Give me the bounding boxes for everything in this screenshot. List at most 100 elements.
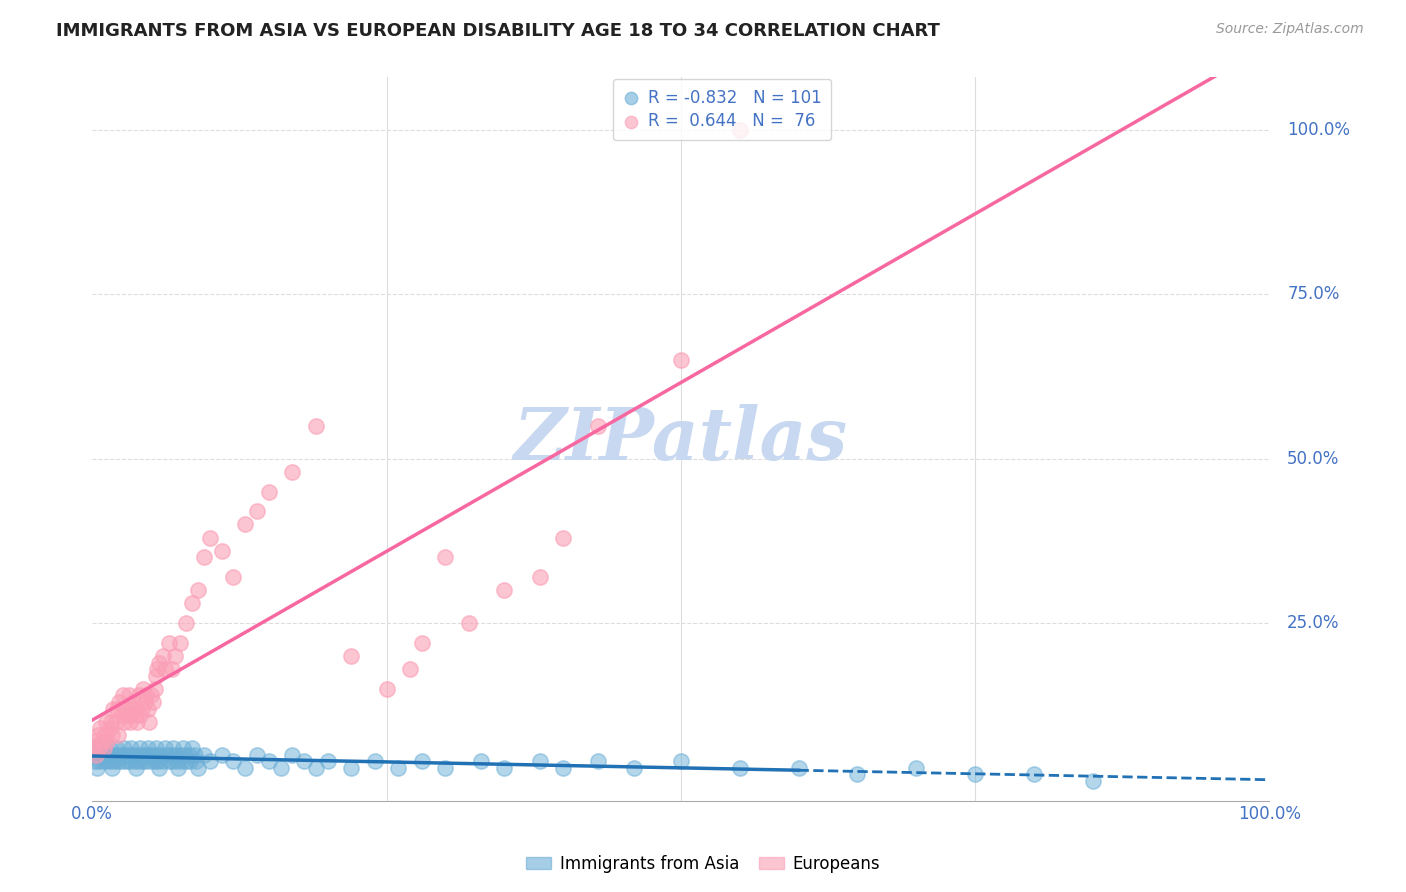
Point [98,721,121,735]
Point [167,761,190,775]
Point [148,761,170,775]
Point [169,747,191,762]
Point [551,531,574,545]
Legend: Immigrants from Asia, Europeans: Immigrants from Asia, Europeans [519,848,887,880]
Point [97,741,120,756]
Point [96,734,118,748]
Point [122,695,145,709]
Point [100,754,122,768]
Point [125,701,148,715]
Point [246,504,269,518]
Point [340,761,363,775]
Point [118,747,141,762]
Text: 25.0%: 25.0% [1286,614,1340,632]
Point [83,734,105,748]
Point [145,669,167,683]
Point [257,754,280,768]
Point [181,741,204,756]
Point [399,662,422,676]
Point [142,695,165,709]
Point [93,741,115,756]
Point [103,754,125,768]
Point [84,741,107,756]
Point [135,689,157,703]
Point [149,747,172,762]
Point [157,754,180,768]
Point [233,761,256,775]
Point [187,761,209,775]
Point [434,761,457,775]
Point [89,741,111,756]
Point [100,714,122,729]
Point [87,747,110,762]
Point [142,747,165,762]
Point [111,689,134,703]
Point [183,747,205,762]
Point [494,583,516,598]
Point [114,747,136,762]
Point [145,741,167,756]
Point [152,648,174,663]
Point [669,754,692,768]
Point [89,721,111,735]
Point [135,754,157,768]
Point [1022,767,1045,781]
Point [176,754,198,768]
Point [588,418,610,433]
Point [103,701,125,715]
Point [96,747,118,762]
Point [114,701,136,715]
Point [90,747,112,762]
Point [128,689,150,703]
Point [129,741,152,756]
Point [98,747,121,762]
Point [89,741,111,756]
Text: 50.0%: 50.0% [1286,450,1340,467]
Point [623,761,645,775]
Point [163,648,186,663]
Point [166,754,188,768]
Point [112,741,135,756]
Point [153,741,176,756]
Point [211,543,233,558]
Point [281,747,304,762]
Point [193,550,215,565]
Point [305,418,328,433]
Point [89,754,111,768]
Point [458,616,481,631]
Point [125,714,148,729]
Point [136,701,159,715]
Point [1081,773,1104,788]
Point [122,747,145,762]
Point [108,695,131,709]
Point [257,484,280,499]
Point [316,754,339,768]
Point [139,754,162,768]
Point [118,714,141,729]
Text: IMMIGRANTS FROM ASIA VS EUROPEAN DISABILITY AGE 18 TO 34 CORRELATION CHART: IMMIGRANTS FROM ASIA VS EUROPEAN DISABIL… [56,22,941,40]
Point [139,689,162,703]
Point [138,714,160,729]
Point [169,636,191,650]
Point [529,570,551,584]
Point [107,728,129,742]
Point [364,754,387,768]
Point [187,583,209,598]
Text: 75.0%: 75.0% [1286,285,1340,303]
Point [153,662,176,676]
Point [387,761,409,775]
Point [846,767,869,781]
Point [96,714,118,729]
Legend: R = -0.832   N = 101, R =  0.644   N =  76: R = -0.832 N = 101, R = 0.644 N = 76 [613,78,831,140]
Point [107,747,129,762]
Point [108,754,131,768]
Point [93,741,115,756]
Point [146,662,169,676]
Point [120,741,142,756]
Point [86,761,108,775]
Point [94,728,117,742]
Point [143,681,166,696]
Point [198,754,221,768]
Point [124,754,146,768]
Point [96,754,118,768]
